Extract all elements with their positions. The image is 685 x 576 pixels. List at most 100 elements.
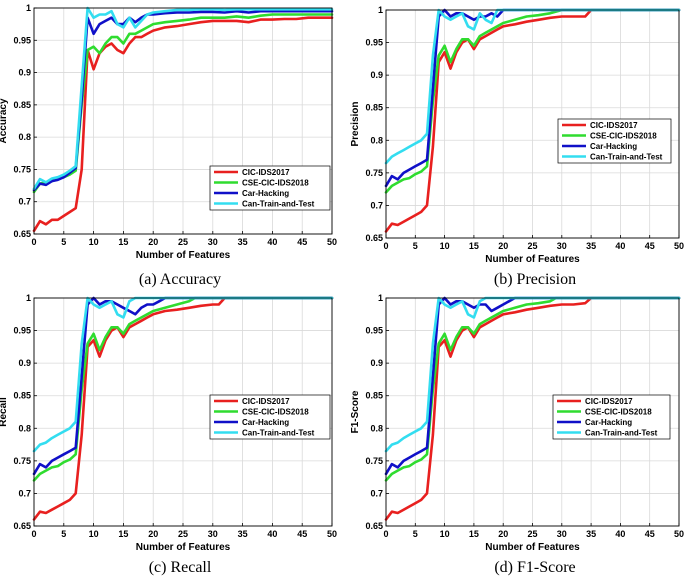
legend-entry: CSE-CIC-IDS2018 bbox=[590, 132, 657, 141]
y-tick-label: 0.9 bbox=[370, 358, 383, 368]
y-tick-label: 0.7 bbox=[370, 488, 383, 498]
x-tick-label: 10 bbox=[440, 241, 450, 251]
y-tick-label: 0.8 bbox=[18, 132, 31, 142]
y-axis-label: F1-Score bbox=[350, 390, 361, 433]
x-tick-label: 20 bbox=[498, 241, 508, 251]
legend-entry: Can-Train-and-Test bbox=[242, 429, 315, 438]
legend-entry: Can-Train-and-Test bbox=[585, 429, 658, 438]
chart-panel-4: 051015202530354045500.650.70.750.80.850.… bbox=[350, 293, 684, 576]
x-tick-label: 0 bbox=[383, 529, 388, 539]
x-tick-label: 15 bbox=[118, 529, 128, 539]
x-tick-label: 25 bbox=[527, 241, 537, 251]
y-tick-label: 1 bbox=[26, 293, 31, 303]
panel-caption: (d) F1-Score bbox=[494, 559, 575, 576]
y-tick-label: 0.75 bbox=[365, 168, 383, 178]
x-tick-label: 15 bbox=[118, 237, 128, 247]
y-tick-label: 0.65 bbox=[365, 233, 383, 243]
x-tick-label: 50 bbox=[674, 529, 684, 539]
x-tick-label: 25 bbox=[178, 237, 188, 247]
x-tick-label: 0 bbox=[31, 237, 36, 247]
y-tick-label: 0.85 bbox=[365, 391, 383, 401]
x-tick-label: 40 bbox=[267, 529, 277, 539]
x-tick-label: 45 bbox=[645, 529, 655, 539]
x-tick-label: 5 bbox=[413, 241, 418, 251]
x-tick-label: 30 bbox=[208, 529, 218, 539]
legend-entry: CIC-IDS2017 bbox=[585, 397, 633, 406]
chart-panel-2: 051015202530354045500.650.70.750.80.850.… bbox=[350, 5, 684, 288]
y-tick-label: 0.95 bbox=[365, 326, 383, 336]
legend: CIC-IDS2017 CSE-CIC-IDS2018Car-Hacking Can… bbox=[210, 395, 330, 439]
legend-entry: CSE-CIC-IDS2018 bbox=[242, 408, 309, 417]
panel-caption: (b) Precision bbox=[494, 271, 576, 288]
y-tick-label: 0.7 bbox=[370, 200, 383, 210]
y-tick-label: 0.75 bbox=[365, 456, 383, 466]
y-tick-label: 0.85 bbox=[13, 100, 31, 110]
x-tick-label: 35 bbox=[586, 241, 596, 251]
x-tick-label: 20 bbox=[498, 529, 508, 539]
y-tick-label: 0.9 bbox=[370, 70, 383, 80]
x-tick-label: 5 bbox=[61, 237, 66, 247]
legend: CIC-IDS2017CSE-CIC-IDS2018Car-HackingCan… bbox=[553, 395, 670, 439]
x-tick-label: 30 bbox=[557, 529, 567, 539]
y-tick-label: 0.95 bbox=[365, 38, 383, 48]
legend-entry: Car-Hacking bbox=[590, 142, 637, 151]
y-tick-label: 0.9 bbox=[18, 358, 31, 368]
legend-entry: CIC-IDS2017 bbox=[242, 397, 290, 406]
legend-entry: CIC-IDS2017 bbox=[242, 168, 290, 177]
y-tick-label: 0.9 bbox=[18, 68, 31, 78]
y-tick-label: 0.85 bbox=[13, 391, 31, 401]
legend-entry: Car-Hacking bbox=[242, 189, 289, 198]
y-tick-label: 0.65 bbox=[365, 521, 383, 531]
legend-entry: CSE-CIC-IDS2018 bbox=[242, 179, 309, 188]
y-axis-label: Precision bbox=[350, 101, 361, 146]
x-tick-label: 15 bbox=[469, 241, 479, 251]
y-tick-label: 0.7 bbox=[18, 197, 31, 207]
x-tick-label: 5 bbox=[61, 529, 66, 539]
x-axis-label: Number of Features bbox=[136, 250, 231, 261]
x-axis-label: Number of Features bbox=[485, 254, 580, 265]
x-tick-label: 45 bbox=[297, 237, 307, 247]
x-axis-label: Number of Features bbox=[485, 542, 580, 553]
legend: CIC-IDS2017 CSE-CIC-IDS2018Car-Hacking Can… bbox=[558, 119, 671, 163]
y-tick-label: 0.85 bbox=[365, 103, 383, 113]
x-tick-label: 10 bbox=[440, 529, 450, 539]
legend-entry: Car-Hacking bbox=[585, 418, 632, 427]
y-tick-label: 0.95 bbox=[13, 326, 31, 336]
x-tick-label: 20 bbox=[148, 529, 158, 539]
y-tick-label: 0.8 bbox=[370, 135, 383, 145]
y-tick-label: 0.75 bbox=[13, 456, 31, 466]
y-tick-label: 0.7 bbox=[18, 488, 31, 498]
x-tick-label: 0 bbox=[383, 241, 388, 251]
x-tick-label: 30 bbox=[208, 237, 218, 247]
x-tick-label: 50 bbox=[327, 237, 337, 247]
x-tick-label: 50 bbox=[674, 241, 684, 251]
y-tick-label: 0.8 bbox=[370, 423, 383, 433]
x-tick-label: 45 bbox=[645, 241, 655, 251]
x-tick-label: 35 bbox=[238, 237, 248, 247]
y-tick-label: 0.95 bbox=[13, 35, 31, 45]
x-tick-label: 30 bbox=[557, 241, 567, 251]
x-tick-label: 25 bbox=[527, 529, 537, 539]
legend-entry: Can-Train-and-Test bbox=[590, 153, 663, 162]
y-tick-label: 1 bbox=[378, 5, 383, 15]
panel-caption: (c) Recall bbox=[149, 559, 212, 576]
y-axis-label: Recall bbox=[0, 397, 9, 427]
y-axis-label: Accuracy bbox=[0, 98, 9, 143]
y-tick-label: 0.65 bbox=[13, 229, 31, 239]
x-tick-label: 35 bbox=[238, 529, 248, 539]
x-axis-label: Number of Features bbox=[136, 542, 231, 553]
legend-entry: CIC-IDS2017 bbox=[590, 121, 638, 130]
x-tick-label: 40 bbox=[615, 529, 625, 539]
chart-panel-1: 051015202530354045500.650.70.750.80.850.… bbox=[0, 3, 337, 288]
legend: CIC-IDS2017 CSE-CIC-IDS2018Car-Hacking Can… bbox=[210, 166, 330, 210]
x-tick-label: 15 bbox=[469, 529, 479, 539]
x-tick-label: 10 bbox=[89, 529, 99, 539]
legend-entry: Car-Hacking bbox=[242, 418, 289, 427]
x-tick-label: 20 bbox=[148, 237, 158, 247]
legend-entry: Can-Train-and-Test bbox=[242, 200, 315, 209]
x-tick-label: 40 bbox=[267, 237, 277, 247]
y-tick-label: 0.8 bbox=[18, 423, 31, 433]
panel-caption: (a) Accuracy bbox=[139, 271, 221, 288]
x-tick-label: 25 bbox=[178, 529, 188, 539]
